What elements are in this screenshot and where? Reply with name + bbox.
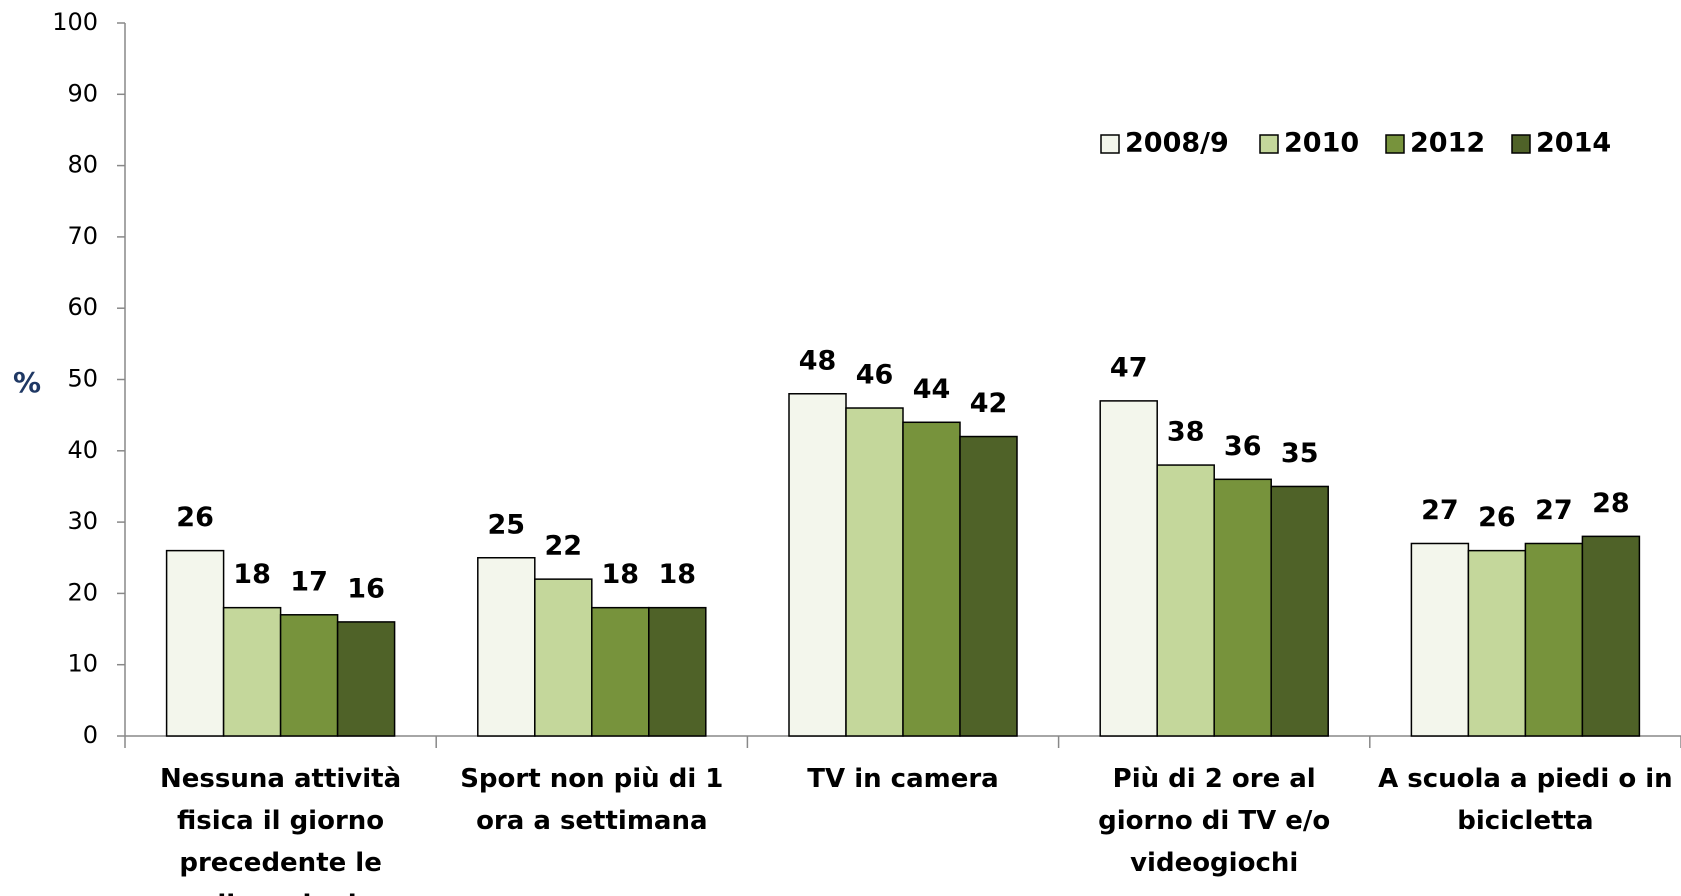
data-label: 18 [602, 559, 640, 590]
legend-label: 2012 [1410, 128, 1485, 159]
data-label: 17 [290, 566, 328, 597]
bar [959, 435, 1018, 737]
y-tick-label: 70 [67, 222, 98, 250]
data-label: 27 [1535, 495, 1573, 526]
legend-label: 2008/9 [1125, 128, 1229, 159]
x-tick-label: Nessuna attività fisica il giorno preced… [160, 764, 402, 896]
bar [1156, 464, 1215, 737]
data-label: 48 [799, 345, 837, 376]
legend-label: 2014 [1536, 128, 1611, 159]
y-tick-label: 40 [67, 436, 98, 464]
bar [336, 621, 396, 737]
legend-swatch [1511, 134, 1531, 154]
x-tick-label: Sport non più di 1 ora a settimana [460, 764, 724, 836]
x-tick-label: TV in camera [807, 764, 999, 794]
bar [902, 421, 961, 737]
data-label: 26 [1478, 502, 1516, 533]
y-tick-label: 60 [67, 293, 98, 321]
data-label: 42 [970, 388, 1008, 419]
y-tick-label: 20 [67, 578, 98, 606]
bar [1410, 542, 1470, 737]
data-label: 18 [659, 559, 697, 590]
y-tick-label: 100 [52, 8, 98, 36]
y-tick-label: 0 [83, 721, 98, 749]
bar [1524, 542, 1584, 737]
data-label: 18 [233, 559, 271, 590]
data-label: 25 [488, 509, 526, 540]
data-label: 46 [856, 360, 894, 391]
x-tick-label: Più di 2 ore al giorno di TV e/o videogi… [1098, 764, 1331, 878]
bar [165, 549, 225, 737]
data-label: 47 [1110, 352, 1148, 383]
legend-label: 2010 [1284, 128, 1359, 159]
bar [1099, 400, 1158, 737]
y-tick-label: 30 [67, 507, 98, 535]
data-label: 44 [913, 374, 951, 405]
x-tick-label: A scuola a piedi o in bicicletta [1378, 764, 1673, 836]
legend-swatch [1259, 134, 1279, 154]
data-label: 16 [347, 573, 385, 604]
data-label: 38 [1167, 417, 1205, 448]
bar [222, 606, 282, 737]
y-tick-label: 90 [67, 79, 98, 107]
bar [279, 614, 339, 737]
bar [534, 578, 593, 737]
bar [591, 606, 650, 737]
bar [1213, 478, 1272, 737]
bar [477, 557, 536, 737]
bar [788, 393, 847, 737]
y-tick-label: 80 [67, 151, 98, 179]
y-tick-label: 50 [67, 365, 98, 393]
bar [1467, 549, 1527, 737]
y-axis-label: % [13, 366, 41, 399]
data-label: 35 [1281, 438, 1319, 469]
data-label: 28 [1592, 488, 1630, 519]
bar [845, 407, 904, 737]
legend-swatch [1385, 134, 1405, 154]
legend-swatch [1100, 134, 1120, 154]
bar [1270, 485, 1329, 737]
data-label: 36 [1224, 431, 1262, 462]
data-label: 22 [545, 531, 583, 562]
data-label: 27 [1421, 495, 1459, 526]
bar [1581, 535, 1641, 737]
bar [648, 606, 707, 737]
data-label: 26 [176, 502, 214, 533]
y-tick-label: 10 [67, 650, 98, 678]
